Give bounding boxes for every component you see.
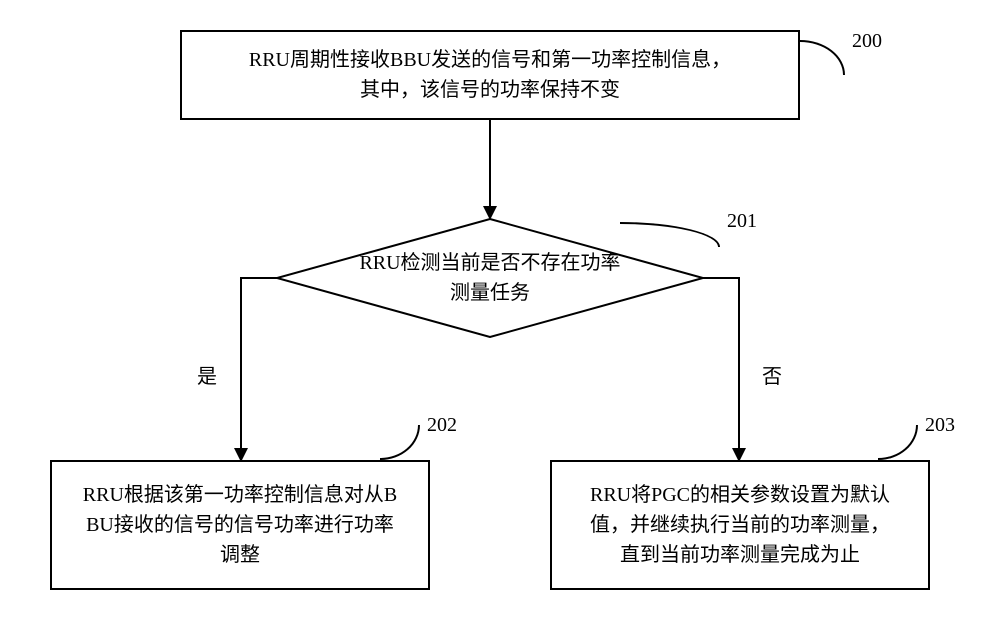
edge-201-203-v bbox=[738, 277, 740, 450]
node-200: RRU周期性接收BBU发送的信号和第一功率控制信息， 其中，该信号的功率保持不变 bbox=[180, 30, 800, 120]
edge-201-202-h bbox=[240, 277, 278, 279]
leader-200 bbox=[800, 40, 845, 75]
node-203-line1: RRU将PGC的相关参数设置为默认 bbox=[590, 484, 890, 506]
ref-202: 202 bbox=[427, 414, 457, 437]
edge-201-203-h bbox=[702, 277, 740, 279]
node-203-line2: 值，并继续执行当前的功率测量， bbox=[590, 514, 890, 536]
edge-201-202-v bbox=[240, 277, 242, 450]
ref-200: 200 bbox=[852, 30, 882, 53]
node-202-line2: BU接收的信号的信号功率进行功率 bbox=[86, 514, 394, 536]
node-200-line2: 其中，该信号的功率保持不变 bbox=[360, 79, 620, 101]
leader-201 bbox=[620, 222, 720, 247]
edge-200-201 bbox=[489, 120, 491, 208]
node-202-line3: 调整 bbox=[220, 544, 260, 566]
leader-202 bbox=[380, 425, 420, 460]
node-201-line2: 测量任务 bbox=[450, 282, 530, 304]
node-202-line1: RRU根据该第一功率控制信息对从B bbox=[83, 484, 397, 506]
node-203-line3: 直到当前功率测量完成为止 bbox=[620, 544, 860, 566]
edge-no-label: 否 bbox=[760, 360, 784, 389]
leader-203 bbox=[878, 425, 918, 460]
node-202: RRU根据该第一功率控制信息对从B BU接收的信号的信号功率进行功率 调整 bbox=[50, 460, 430, 590]
ref-201: 201 bbox=[727, 210, 757, 233]
edge-yes-label: 是 bbox=[195, 360, 219, 389]
node-200-line1: RRU周期性接收BBU发送的信号和第一功率控制信息， bbox=[249, 49, 731, 71]
node-203: RRU将PGC的相关参数设置为默认 值，并继续执行当前的功率测量， 直到当前功率… bbox=[550, 460, 930, 590]
node-201-line1: RRU检测当前是否不存在功率 bbox=[359, 252, 620, 274]
ref-203: 203 bbox=[925, 414, 955, 437]
